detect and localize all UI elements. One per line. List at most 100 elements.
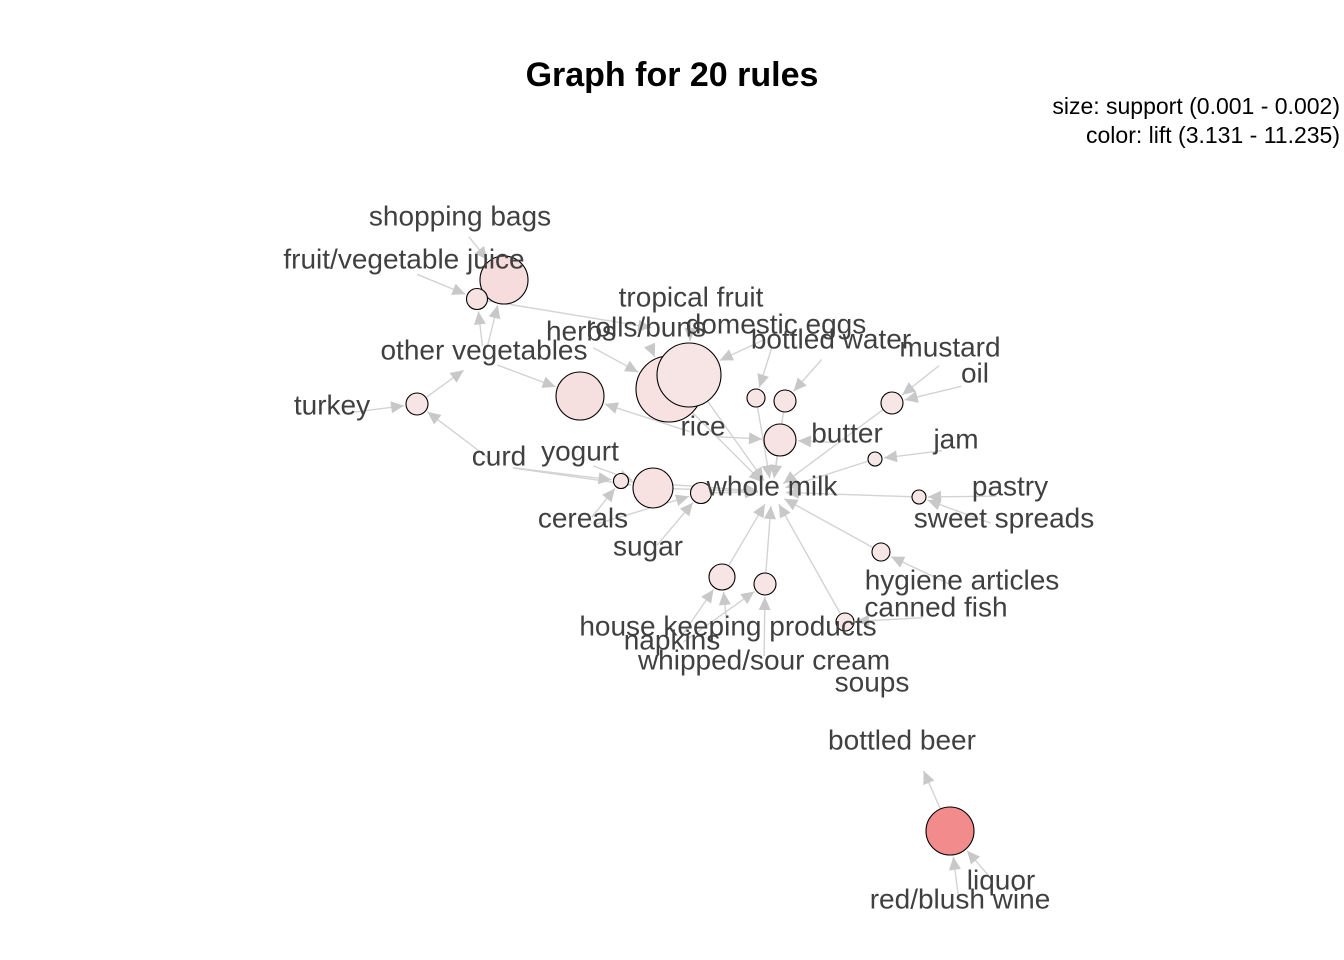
edge-domestic_eggs-to-r9 [757, 347, 773, 388]
arrowhead [785, 478, 800, 490]
rule-node-r8 [773, 389, 797, 413]
arrowhead [604, 402, 619, 414]
arrowhead [701, 589, 714, 604]
edge-other_vegetables-to-r2 [473, 311, 486, 347]
arrowhead [770, 464, 783, 479]
rule-node-r10 [880, 391, 904, 415]
rule-nodes-layer [405, 255, 975, 856]
arrowhead [541, 376, 556, 388]
edge-bottled_water-to-r8 [793, 359, 823, 392]
edge-herbs-to-r3 [592, 347, 639, 373]
edge-house_keeping_products-to-r18 [718, 591, 731, 623]
item-label-rice: rice [680, 411, 725, 442]
edge-turkey-to-r7 [345, 401, 405, 414]
edge-tropical_fruit-to-r4 [684, 320, 697, 342]
item-label-curd: curd [472, 441, 526, 472]
edge-liquor-to-r20 [966, 850, 993, 880]
edge-line [783, 498, 874, 549]
edge-cereals-to-r14 [591, 487, 616, 518]
item-label-soups: soups [835, 667, 910, 698]
item-label-bottled-water: bottled water [751, 324, 911, 355]
item-label-turkey: turkey [294, 390, 370, 421]
arrowhead [904, 391, 919, 403]
item-label-tropical-fruit: tropical fruit [619, 282, 764, 313]
item-label-whole-milk: whole milk [706, 471, 839, 502]
arrowhead [797, 435, 812, 448]
edge-rolls_buns-to-r3 [644, 342, 656, 358]
edge-rice-to-r11 [716, 432, 763, 445]
rule-node-r2 [465, 287, 489, 311]
arrowhead [785, 486, 800, 499]
edge-line [785, 460, 869, 489]
arrowhead [923, 770, 935, 786]
arrowhead [758, 596, 771, 611]
arrowhead [427, 411, 442, 425]
rule-node-r5 [555, 371, 605, 421]
edge-r17-to-whole_milk [778, 503, 842, 615]
edge-curd-to-r14 [512, 467, 612, 485]
edge-rice-to-r5 [604, 402, 690, 433]
item-label-oil: oil [961, 358, 989, 389]
arrowhead [644, 342, 656, 357]
edge-line [672, 487, 759, 493]
arrowhead [784, 498, 799, 511]
edge-r16-to-whole_milk [783, 498, 874, 549]
edge-fruit_vegetable_juice-to-r2 [416, 273, 466, 295]
edge-r18-to-whole_milk [727, 503, 766, 567]
rule-node-r17 [835, 612, 855, 632]
arrowhead [623, 360, 639, 373]
edge-line [778, 503, 842, 615]
edge-shopping_bags-to-r1 [468, 236, 489, 261]
arrowhead [793, 377, 807, 392]
edge-cereals-to-r15 [596, 494, 690, 525]
edge-line [596, 495, 690, 525]
item-label-other-vegetables: other vegetables [380, 335, 587, 366]
edge-r4-to-whole_milk [706, 400, 765, 481]
rule-node-r20 [925, 806, 975, 856]
rule-node-r13 [911, 489, 927, 505]
edge-napkins-to-r19 [683, 590, 755, 643]
arrowhead [967, 850, 981, 865]
item-label-liquor: liquor [967, 865, 1035, 896]
arrowhead [473, 311, 486, 326]
item-label-house-keeping-products: house keeping products [579, 611, 876, 642]
item-label-bottled-beer: bottled beer [828, 725, 976, 756]
edge-line [785, 491, 913, 498]
arrowhead [761, 464, 774, 479]
edge-r20-to-bottled_beer [922, 770, 942, 810]
edge-mustard-to-r10 [901, 365, 940, 396]
legend: size: support (0.001 - 0.002) color: lif… [1052, 92, 1340, 150]
rule-node-r15 [689, 481, 713, 505]
edge-jam-to-r12 [883, 450, 943, 463]
arrowhead [679, 502, 693, 517]
rule-node-r12 [867, 451, 883, 467]
rule-node-r19 [753, 572, 777, 596]
arrowhead [753, 504, 765, 519]
item-label-fruit-vegetable-juice: fruit/vegetable juice [283, 244, 524, 275]
item-label-pastry: pastry [972, 471, 1048, 502]
arrowhead [597, 472, 612, 485]
arrowhead [778, 504, 791, 519]
arrowhead [751, 466, 764, 481]
item-label-whipped-sour-cream: whipped/sour cream [637, 645, 890, 676]
edge-line [691, 411, 763, 483]
arrowhead [451, 283, 466, 295]
edge-oil-to-r10 [904, 385, 962, 403]
arrowhead [740, 591, 755, 604]
edge-r12-to-whole_milk [785, 460, 869, 490]
item-label-jam: jam [932, 424, 978, 455]
item-label-hygiene-articles: hygiene articles [865, 565, 1060, 596]
edge-line [782, 408, 884, 485]
edge-sweet_spreads-to-r13 [927, 498, 992, 524]
rule-node-r1 [479, 255, 529, 305]
arrowhead [902, 382, 917, 395]
rule-node-r9 [746, 388, 766, 408]
arrowhead [449, 370, 464, 383]
edge-r15-to-whole_milk [711, 486, 759, 499]
graph-title: Graph for 20 rules [525, 56, 819, 94]
item-label-cereals: cereals [538, 503, 628, 534]
arrowhead [637, 319, 652, 332]
rule-node-r16 [871, 542, 891, 562]
edge-line [706, 400, 765, 481]
rule-node-r4 [656, 342, 722, 408]
